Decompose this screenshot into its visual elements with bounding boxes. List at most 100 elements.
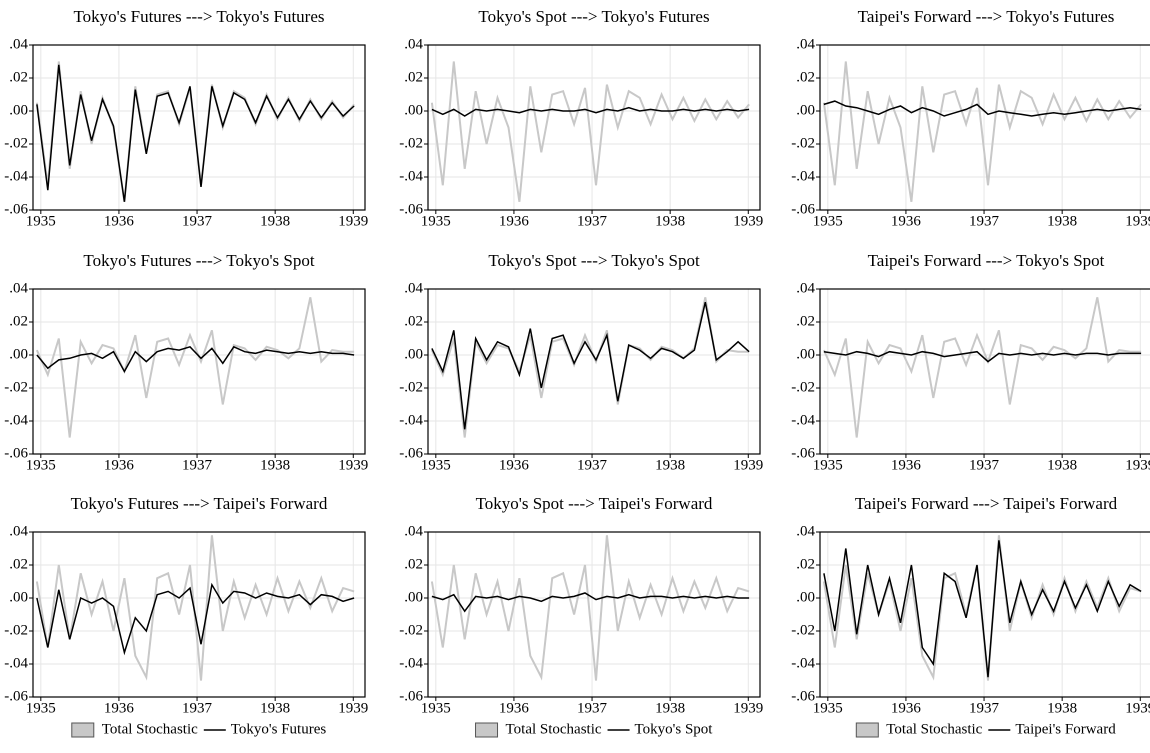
x-tick-label: 1937 [969, 213, 1000, 229]
x-tick-label: 1939 [733, 700, 763, 716]
x-tick-label: 1939 [1125, 457, 1150, 473]
x-tick-label: 1939 [338, 700, 368, 716]
x-tick-label: 1937 [182, 213, 213, 229]
x-tick-label: 1938 [1047, 213, 1077, 229]
legend-label: Total Stochastic [886, 721, 982, 737]
x-tick-label: 1938 [655, 700, 685, 716]
y-tick-label: -.04 [4, 655, 28, 671]
chart-title: Tokyo's Spot ---> Tokyo's Spot [488, 251, 700, 270]
x-tick-label: 1936 [499, 700, 530, 716]
y-tick-label: .02 [404, 556, 423, 572]
y-tick-label: -.06 [399, 445, 423, 461]
legend-swatch [475, 722, 499, 738]
y-tick-label: .04 [9, 523, 28, 539]
y-tick-label: .00 [404, 346, 423, 362]
y-tick-label: -.02 [4, 622, 28, 638]
y-tick-label: -.02 [791, 379, 815, 395]
chart-title: Taipei's Forward ---> Tokyo's Futures [858, 7, 1115, 26]
y-tick-label: .02 [796, 313, 815, 329]
series-line [823, 100, 1142, 117]
plot-frame [32, 44, 366, 211]
y-tick-label: -.06 [4, 445, 28, 461]
x-tick-label: 1937 [182, 700, 213, 716]
x-tick-label: 1936 [104, 457, 135, 473]
x-tick-label: 1936 [891, 700, 922, 716]
series-line [822, 61, 1142, 202]
series-line [35, 297, 355, 438]
y-tick-label: .00 [9, 589, 28, 605]
y-tick-label: -.04 [4, 168, 28, 184]
x-tick-label: 1939 [1125, 700, 1150, 716]
x-tick-label: 1935 [26, 700, 56, 716]
x-tick-label: 1938 [260, 700, 290, 716]
y-tick-label: .04 [404, 280, 423, 296]
y-tick-label: -.02 [791, 135, 815, 151]
plot-frame [427, 531, 761, 698]
x-tick-label: 1938 [260, 213, 290, 229]
x-tick-label: 1937 [577, 457, 608, 473]
legend-label: Total Stochastic [506, 721, 602, 737]
x-tick-label: 1936 [891, 213, 922, 229]
x-tick-label: 1935 [813, 700, 843, 716]
y-tick-label: .02 [9, 69, 28, 85]
y-tick-label: .02 [796, 556, 815, 572]
x-tick-label: 1935 [26, 213, 56, 229]
y-tick-label: .00 [796, 589, 815, 605]
series-line [36, 64, 355, 202]
y-tick-label: -.06 [4, 688, 28, 704]
x-tick-label: 1939 [338, 213, 368, 229]
series-line [430, 535, 750, 681]
chart-title: Tokyo's Futures ---> Tokyo's Futures [73, 7, 324, 26]
y-tick-label: .02 [404, 313, 423, 329]
series-line [430, 61, 750, 202]
x-tick-label: 1935 [421, 457, 451, 473]
y-tick-label: -.04 [791, 655, 815, 671]
x-tick-label: 1938 [1047, 457, 1077, 473]
plot-frame [32, 531, 366, 698]
legend-label: Tokyo's Spot [635, 721, 714, 737]
series-line [823, 350, 1142, 363]
y-tick-label: -.06 [4, 201, 28, 217]
x-tick-label: 1939 [338, 457, 368, 473]
y-tick-label: .02 [404, 69, 423, 85]
y-tick-label: -.04 [399, 412, 423, 428]
plot-frame [427, 44, 761, 211]
plot-frame [819, 44, 1150, 211]
y-tick-label: -.04 [399, 655, 423, 671]
x-tick-label: 1937 [577, 700, 608, 716]
plot-frame [819, 531, 1150, 698]
y-tick-label: -.04 [791, 412, 815, 428]
x-tick-label: 1935 [813, 457, 843, 473]
y-tick-label: -.06 [791, 445, 815, 461]
x-tick-label: 1936 [499, 457, 530, 473]
y-tick-label: .02 [796, 69, 815, 85]
y-tick-label: .04 [796, 36, 815, 52]
y-tick-label: -.04 [791, 168, 815, 184]
y-tick-label: .00 [404, 102, 423, 118]
x-tick-label: 1935 [421, 700, 451, 716]
series-line [431, 106, 750, 117]
x-tick-label: 1938 [260, 457, 290, 473]
series-line [823, 540, 1142, 678]
plot-frame [427, 288, 761, 455]
y-tick-label: -.04 [399, 168, 423, 184]
y-tick-label: .02 [9, 313, 28, 329]
y-tick-label: .00 [9, 346, 28, 362]
series-line [822, 297, 1142, 438]
x-tick-label: 1938 [1047, 700, 1077, 716]
x-tick-label: 1937 [577, 213, 608, 229]
y-tick-label: .04 [404, 36, 423, 52]
x-tick-label: 1935 [26, 457, 56, 473]
x-tick-label: 1936 [104, 213, 135, 229]
chart-title: Tokyo's Futures ---> Tokyo's Spot [83, 251, 314, 270]
legend-label: Tokyo's Futures [231, 721, 327, 737]
x-tick-label: 1936 [891, 457, 922, 473]
y-tick-label: -.06 [399, 688, 423, 704]
plot-frame [819, 288, 1150, 455]
y-tick-label: -.06 [791, 201, 815, 217]
legend-label: Taipei's Forward [1015, 721, 1116, 737]
y-tick-label: -.04 [4, 412, 28, 428]
y-tick-label: -.02 [399, 379, 423, 395]
x-tick-label: 1937 [969, 700, 1000, 716]
x-tick-label: 1938 [655, 457, 685, 473]
